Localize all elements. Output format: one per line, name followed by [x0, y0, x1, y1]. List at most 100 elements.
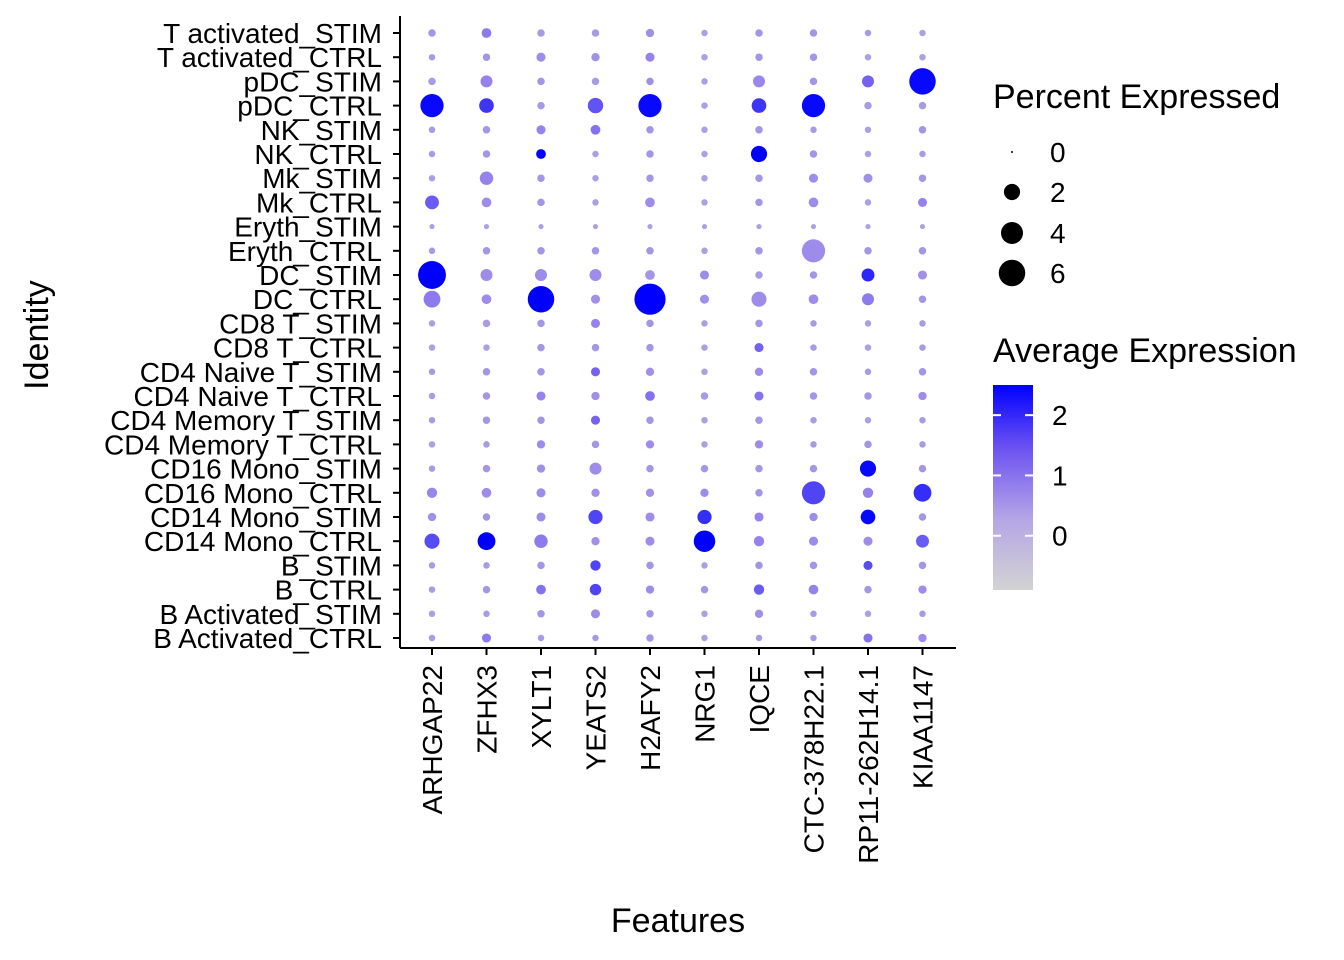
dot — [591, 343, 600, 352]
dot — [755, 198, 763, 207]
dot — [864, 440, 872, 449]
dot — [864, 610, 872, 618]
dot — [863, 633, 873, 643]
dot — [864, 101, 872, 110]
dot — [755, 29, 763, 37]
dot — [482, 150, 491, 158]
y-tick-label: CD4 Naive T_STIM — [140, 357, 382, 388]
dot — [909, 68, 936, 95]
dot — [755, 53, 763, 61]
dot — [428, 586, 436, 593]
dot — [864, 247, 872, 255]
dot — [428, 416, 436, 424]
x-tick-label: H2AFY2 — [635, 665, 666, 771]
dot-marks — [418, 28, 936, 643]
dot — [701, 53, 708, 61]
dot — [482, 416, 491, 424]
dot — [482, 368, 491, 376]
dot — [589, 462, 602, 475]
dot — [536, 464, 546, 473]
y-tick-label: B Activated_CTRL — [153, 623, 382, 654]
dot — [701, 368, 708, 376]
dot — [919, 150, 926, 158]
dot — [918, 101, 927, 110]
dot — [646, 634, 654, 642]
dot — [919, 224, 926, 230]
dot — [646, 150, 654, 158]
dot — [592, 199, 599, 206]
dot — [645, 512, 655, 522]
x-tick-label: NRG1 — [690, 665, 721, 743]
dot — [860, 509, 876, 525]
dot — [756, 224, 762, 230]
dot — [861, 268, 875, 282]
dot — [809, 512, 818, 522]
color-legend-title: Average Expression — [993, 332, 1297, 370]
dot — [481, 487, 492, 498]
dot — [809, 29, 818, 37]
dot — [864, 320, 872, 327]
dot — [418, 261, 446, 289]
dot — [700, 464, 709, 473]
dot — [428, 77, 436, 86]
dot — [701, 78, 708, 85]
dot — [810, 126, 817, 134]
dot — [917, 270, 928, 280]
y-tick-label: CD8 T_STIM — [219, 308, 382, 339]
dot — [591, 53, 600, 62]
dot — [810, 634, 817, 642]
dot — [809, 53, 818, 61]
dot — [801, 93, 826, 118]
dot — [428, 634, 436, 642]
dot — [481, 294, 492, 305]
dot — [754, 343, 764, 353]
dot — [810, 416, 817, 424]
dot — [755, 319, 763, 328]
dot — [428, 465, 436, 472]
dot — [592, 224, 599, 230]
dot — [480, 269, 493, 281]
x-tick-label: XYLT1 — [526, 665, 557, 749]
x-tick-label: CTC-378H22.1 — [799, 665, 830, 853]
size-legend-label: 2 — [1050, 177, 1066, 208]
y-tick-label: NK_STIM — [261, 115, 382, 146]
dot — [483, 562, 490, 569]
dot — [646, 416, 654, 424]
dot — [809, 561, 818, 570]
color-legend-label: 0 — [1052, 521, 1068, 552]
dot — [808, 536, 819, 546]
dot — [481, 633, 492, 643]
dot — [754, 367, 764, 376]
y-tick-label: B_CTRL — [275, 575, 382, 606]
y-tick-label: CD16 Mono_CTRL — [144, 478, 382, 509]
dot — [919, 29, 926, 37]
dot — [918, 368, 927, 376]
y-tick-label: DC_STIM — [259, 260, 382, 291]
dot — [919, 344, 926, 351]
dot — [428, 368, 436, 376]
dot — [428, 441, 436, 448]
y-tick-label: Mk_STIM — [262, 163, 382, 194]
dot — [645, 488, 655, 497]
size-legend-label: 4 — [1050, 218, 1066, 249]
dot — [754, 391, 764, 401]
dot — [481, 28, 492, 38]
dot — [590, 367, 601, 377]
dot — [428, 610, 436, 618]
dot — [701, 224, 708, 230]
y-tick-label: NK_CTRL — [254, 139, 382, 170]
dot — [918, 174, 927, 182]
dot — [645, 585, 655, 594]
dot — [755, 634, 763, 642]
dot — [862, 75, 874, 88]
dot — [699, 270, 710, 280]
dot — [536, 391, 546, 401]
dot — [808, 294, 819, 305]
dot — [701, 441, 708, 448]
dot — [483, 610, 490, 618]
dot — [479, 171, 494, 185]
dot — [646, 77, 654, 86]
color-legend: Average Expression 2 1 0 — [993, 332, 1297, 590]
dot — [537, 101, 545, 110]
dot — [918, 561, 927, 570]
